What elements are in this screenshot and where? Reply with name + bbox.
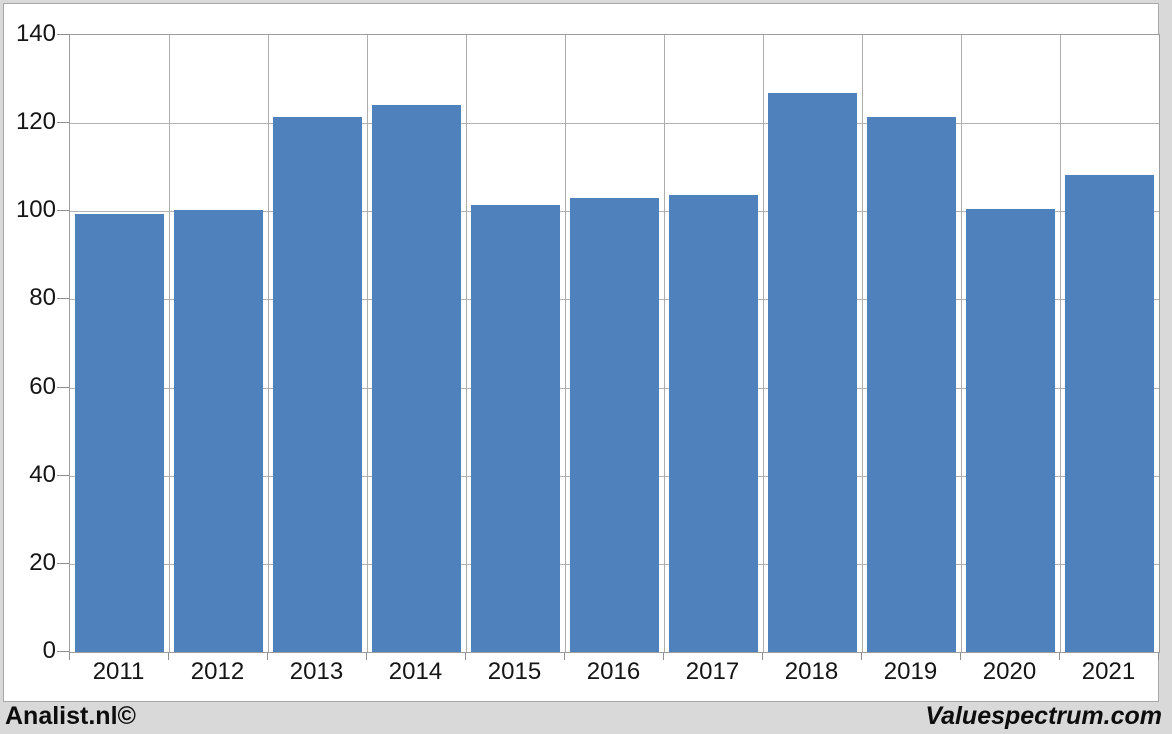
x-tick-label-2020: 2020 xyxy=(982,658,1037,685)
y-tick-label-80: 80 xyxy=(29,284,56,311)
x-tick-9 xyxy=(960,652,961,660)
bar-2017 xyxy=(669,195,758,652)
y-tick-label-40: 40 xyxy=(29,461,56,488)
y-tick-label-60: 60 xyxy=(29,373,56,400)
gridline-h-120 xyxy=(70,123,1159,124)
bar-2014 xyxy=(372,105,461,652)
x-tick-label-2013: 2013 xyxy=(289,658,344,685)
bar-2021 xyxy=(1065,175,1154,652)
x-tick-label-2011: 2011 xyxy=(92,658,145,685)
branding-analist: Analist.nl© xyxy=(5,702,136,730)
y-tick-0 xyxy=(57,651,69,652)
bar-2018 xyxy=(768,93,857,652)
bar-2016 xyxy=(570,198,659,652)
y-tick-label-120: 120 xyxy=(15,108,56,135)
chart-panel: 0 20 40 60 80 100 120 140 2011 2012 2013 2014 2015 2… xyxy=(3,3,1160,702)
bar-2012 xyxy=(174,210,263,652)
y-tick-label-100: 100 xyxy=(15,196,56,223)
gridline-v-3 xyxy=(367,35,368,652)
gridline-v-7 xyxy=(763,35,764,652)
x-tick-label-2021: 2021 xyxy=(1081,658,1136,685)
x-tick-label-2019: 2019 xyxy=(883,658,938,685)
x-tick-label-2016: 2016 xyxy=(586,658,641,685)
gridline-v-6 xyxy=(664,35,665,652)
y-tick-120 xyxy=(57,122,69,123)
x-tick-0 xyxy=(69,652,70,660)
y-tick-100 xyxy=(57,210,69,211)
x-tick-7 xyxy=(762,652,763,660)
gridline-v-5 xyxy=(565,35,566,652)
gridline-v-4 xyxy=(466,35,467,652)
gridline-v-2 xyxy=(268,35,269,652)
x-tick-label-2017: 2017 xyxy=(685,658,740,685)
y-tick-140 xyxy=(57,34,69,35)
plot-area xyxy=(69,34,1160,653)
x-tick-4 xyxy=(465,652,466,660)
bar-2011 xyxy=(75,214,164,652)
x-tick-label-2012: 2012 xyxy=(190,658,245,685)
bar-2020 xyxy=(966,209,1055,652)
gridline-v-1 xyxy=(169,35,170,652)
gridline-v-9 xyxy=(961,35,962,652)
bar-2019 xyxy=(867,117,956,652)
x-tick-6 xyxy=(663,652,664,660)
y-tick-20 xyxy=(57,563,69,564)
x-tick-label-2015: 2015 xyxy=(487,658,542,685)
branding-valuespectrum: Valuespectrum.com xyxy=(925,702,1162,730)
y-tick-60 xyxy=(57,387,69,388)
y-tick-label-20: 20 xyxy=(29,549,56,576)
x-tick-10 xyxy=(1059,652,1060,660)
x-tick-3 xyxy=(366,652,367,660)
bar-2015 xyxy=(471,205,560,652)
x-tick-8 xyxy=(861,652,862,660)
gridline-v-10 xyxy=(1060,35,1061,652)
x-tick-1 xyxy=(168,652,169,660)
x-tick-label-2018: 2018 xyxy=(784,658,839,685)
x-tick-11 xyxy=(1158,652,1159,660)
x-tick-5 xyxy=(564,652,565,660)
y-tick-40 xyxy=(57,475,69,476)
y-tick-label-0: 0 xyxy=(42,637,56,664)
bar-2013 xyxy=(273,117,362,652)
gridline-v-8 xyxy=(862,35,863,652)
x-tick-2 xyxy=(267,652,268,660)
y-tick-label-140: 140 xyxy=(15,20,56,47)
y-tick-80 xyxy=(57,298,69,299)
x-tick-label-2014: 2014 xyxy=(388,658,443,685)
